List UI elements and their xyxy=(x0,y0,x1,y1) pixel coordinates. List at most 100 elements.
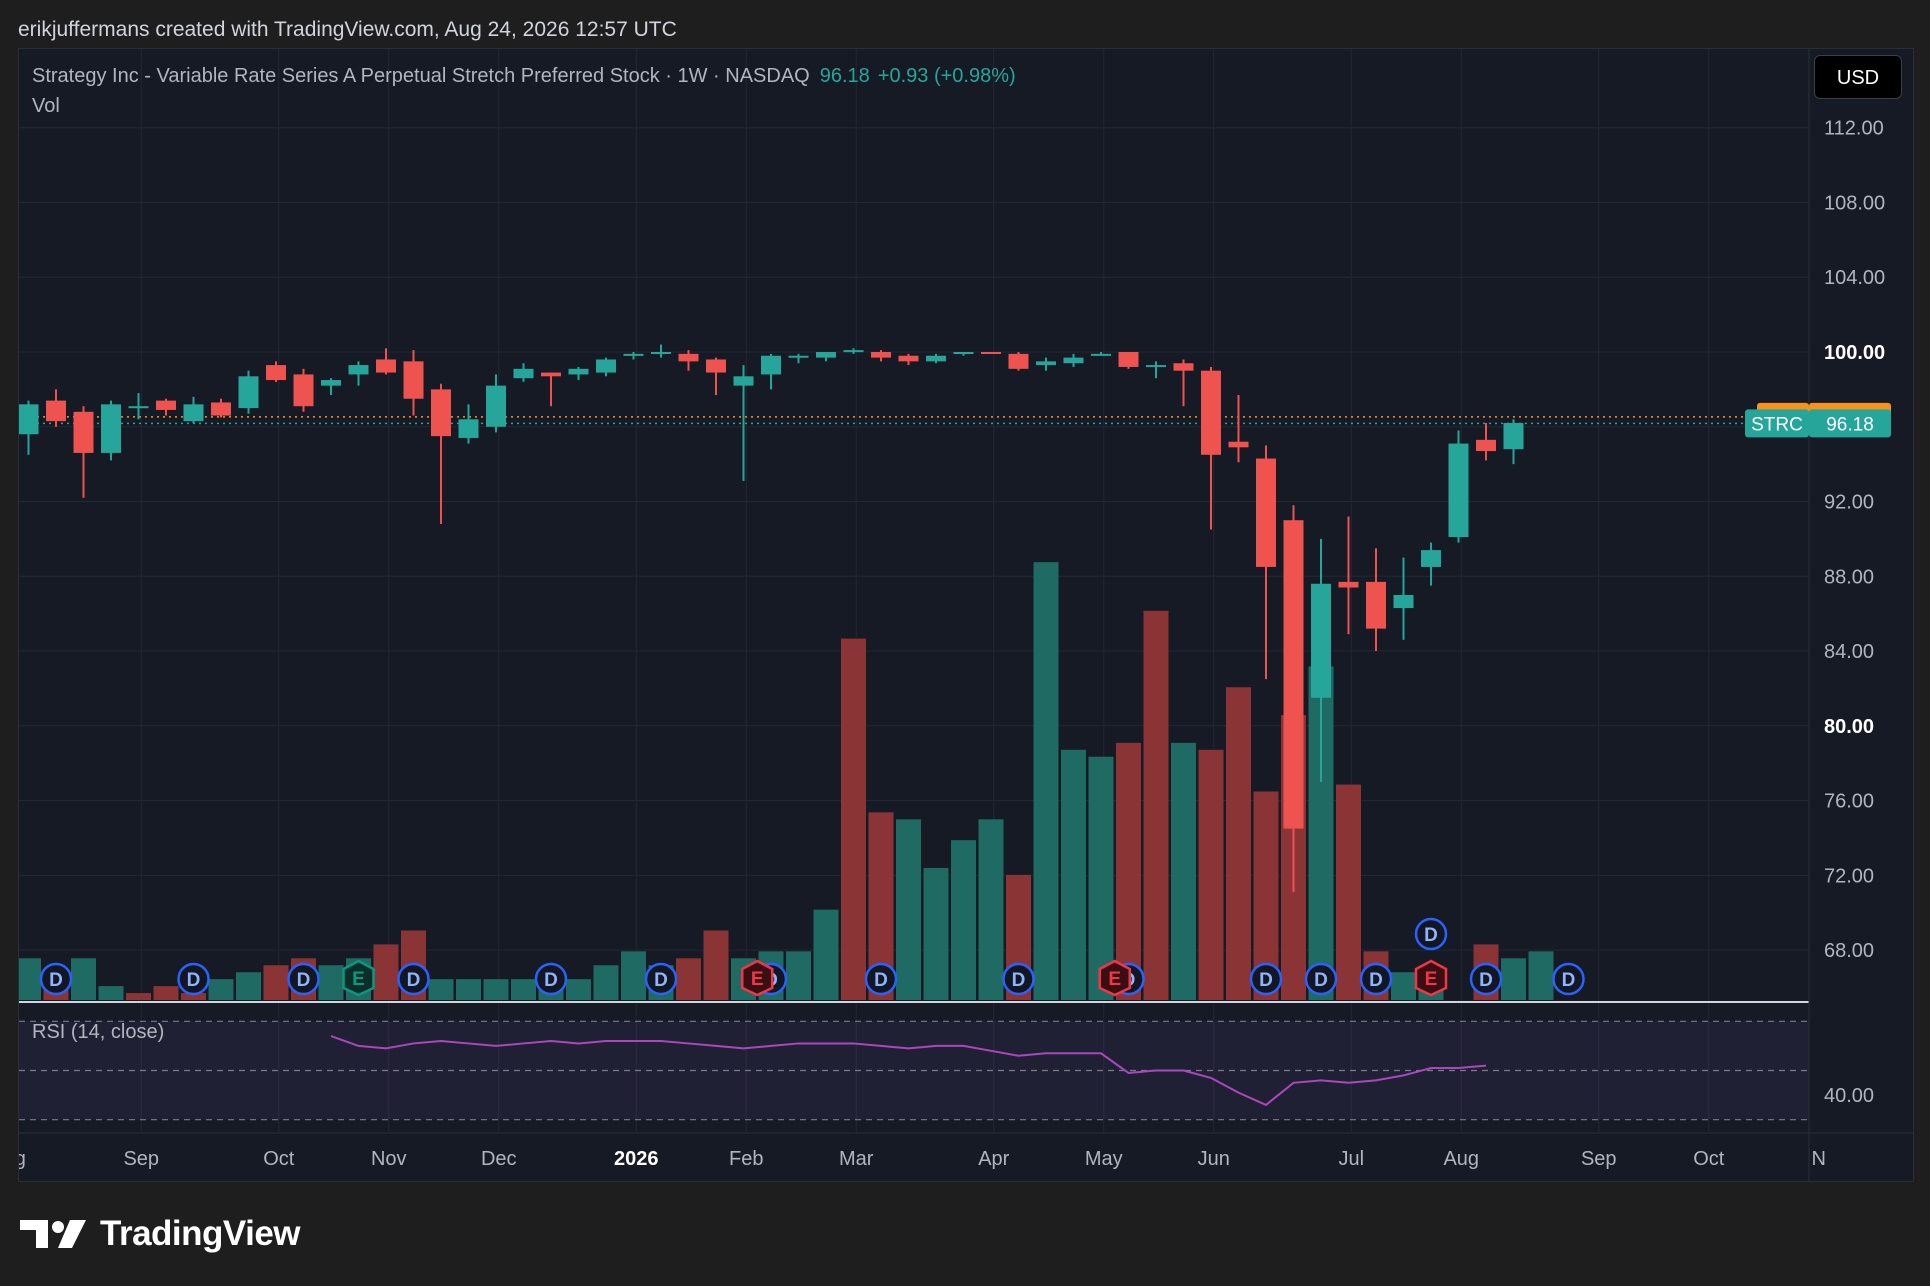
candle-body xyxy=(1283,520,1304,829)
rsi-label: RSI (14, close) xyxy=(32,1021,165,1043)
earnings-marker: E xyxy=(1098,959,1131,997)
candle xyxy=(843,348,864,354)
earnings-letter: E xyxy=(352,969,365,990)
dividend-letter: D xyxy=(1562,970,1576,991)
price-tick-label: 88.00 xyxy=(1824,566,1874,588)
volume-bar xyxy=(676,958,701,1000)
chart-canvas[interactable]: DDDDDDDDDDDDDDDDEEEE112.00108.00104.0010… xyxy=(19,49,1913,1181)
dividend-letter: D xyxy=(187,970,201,991)
dividend-letter: D xyxy=(1369,970,1383,991)
candle xyxy=(183,396,204,424)
volume-bar xyxy=(456,979,481,1000)
candle-body xyxy=(1091,353,1111,356)
candle-body xyxy=(623,353,644,356)
currency-button[interactable]: USD xyxy=(1814,55,1902,99)
candle-body xyxy=(101,404,121,453)
price-tick-label: 100.00 xyxy=(1824,342,1885,364)
candle-body xyxy=(19,404,39,435)
dividend-circle xyxy=(864,962,898,996)
dividend-marker: D xyxy=(39,962,73,996)
candle xyxy=(1173,359,1194,407)
candle-body xyxy=(926,355,946,362)
candle-body xyxy=(678,353,699,362)
candle xyxy=(238,370,259,414)
price-tick-label: 112.00 xyxy=(1824,118,1884,140)
time-tick-label: Aug xyxy=(1443,1148,1479,1170)
candle-body xyxy=(513,368,534,379)
candle-body xyxy=(293,374,314,407)
candle xyxy=(431,383,451,524)
candle xyxy=(1283,505,1304,893)
dividend-circle xyxy=(1002,962,1035,996)
volume-bar xyxy=(1171,742,1196,1000)
dividend-circle xyxy=(644,962,678,996)
volume-bar xyxy=(181,993,206,1000)
volume-bar xyxy=(621,951,646,1000)
candle-body xyxy=(73,411,94,453)
candle xyxy=(1338,516,1359,635)
candle xyxy=(348,361,369,386)
time-tick-label: Jul xyxy=(1338,1148,1364,1170)
candle xyxy=(706,357,726,395)
candle xyxy=(1476,423,1496,461)
volume-bar xyxy=(208,979,234,1000)
candle xyxy=(1421,542,1441,586)
candle-body xyxy=(1503,423,1524,450)
candle xyxy=(1393,557,1414,640)
candle xyxy=(651,344,671,358)
candle-body xyxy=(458,419,479,438)
price-tick-label: 92.00 xyxy=(1824,492,1874,514)
candle-body xyxy=(1173,363,1194,371)
earnings-shape xyxy=(741,959,774,997)
candle-body xyxy=(541,372,561,377)
dividend-letter: D xyxy=(1259,970,1273,991)
candle-body xyxy=(981,352,1001,354)
dividend-circle xyxy=(177,962,210,996)
time-tick-label: 2026 xyxy=(614,1148,659,1170)
dividend-marker: D xyxy=(1249,962,1283,996)
candle xyxy=(458,404,479,444)
price-tick-label: 72.00 xyxy=(1824,865,1874,887)
candle xyxy=(1146,361,1166,379)
volume-bar xyxy=(373,944,399,1000)
volume-bar xyxy=(19,958,41,1000)
volume-bar xyxy=(1528,951,1554,1000)
price-tick-label: 80.00 xyxy=(1824,716,1874,738)
dividend-marker: D xyxy=(287,962,320,996)
volume-bar xyxy=(153,986,179,1000)
time-tick-label: Mar xyxy=(839,1148,874,1170)
earnings-shape xyxy=(1098,959,1131,997)
candle-body xyxy=(1421,550,1441,567)
candle xyxy=(1256,445,1276,680)
candle-body xyxy=(156,400,176,410)
candle xyxy=(513,363,534,382)
candle-body xyxy=(211,402,231,416)
dividend-marker: D xyxy=(397,962,430,996)
candle-body xyxy=(568,368,589,375)
candle-body xyxy=(1201,370,1221,455)
price-tick-label: 68.00 xyxy=(1824,940,1874,962)
price-axis-background xyxy=(1809,49,1913,1181)
earnings-shape xyxy=(1414,959,1448,997)
dividend-circle xyxy=(397,962,430,996)
candle xyxy=(486,374,506,433)
time-tick-label: Oct xyxy=(1693,1148,1725,1170)
candle-body xyxy=(403,361,424,399)
chart-frame[interactable]: DDDDDDDDDDDDDDDDEEEE112.00108.00104.0010… xyxy=(18,48,1914,1182)
volume-bar xyxy=(236,972,261,1000)
candle xyxy=(596,357,616,377)
candle xyxy=(403,350,424,416)
dividend-circle xyxy=(534,962,568,996)
candle xyxy=(1063,353,1084,367)
volume-bar xyxy=(566,979,591,1000)
time-tick-label: Nov xyxy=(371,1148,407,1170)
volume-bar xyxy=(1088,756,1114,1000)
time-tick-label: Sep xyxy=(1581,1148,1617,1170)
candle xyxy=(46,389,66,427)
candle xyxy=(871,350,891,362)
dividend-circle xyxy=(39,962,73,996)
candle-body xyxy=(1036,361,1056,366)
tradingview-logo-icon xyxy=(20,1220,86,1248)
candle-body xyxy=(183,404,204,422)
chart-background xyxy=(19,49,1913,1181)
